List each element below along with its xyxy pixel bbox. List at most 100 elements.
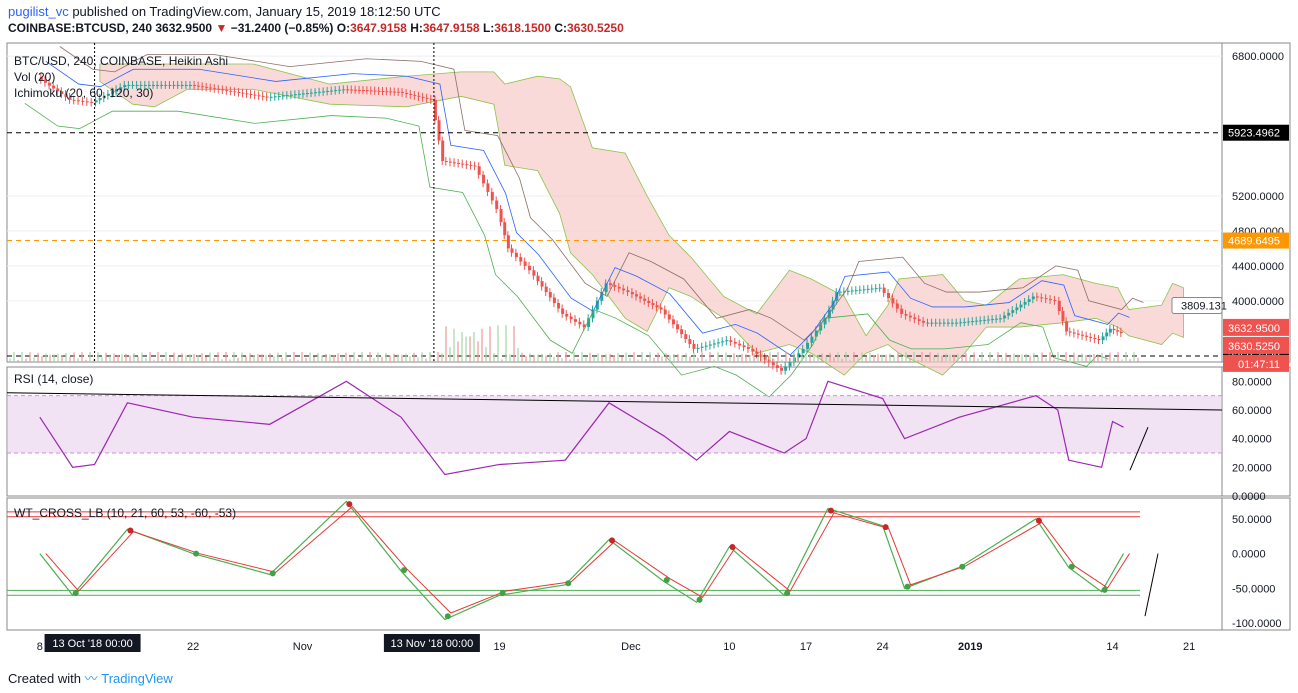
volume-bar [101, 357, 103, 362]
volume-bar [833, 357, 835, 362]
candle-body [123, 84, 127, 88]
volume-bar [729, 356, 731, 362]
wt-cross-dot [609, 537, 616, 544]
candle-body [663, 309, 667, 315]
volume-bar [149, 352, 151, 362]
candle-body [1007, 312, 1011, 316]
candle-body [934, 322, 938, 324]
volume-bar [225, 352, 227, 362]
volume-bar [17, 359, 19, 362]
volume-bar [641, 352, 643, 362]
volume-bar [333, 354, 335, 362]
candle-body [780, 368, 784, 371]
volume-bar [765, 357, 767, 362]
candle-body [421, 96, 425, 98]
volume-bar [257, 354, 259, 362]
candle-body [971, 321, 975, 323]
candle-body [680, 329, 684, 335]
volume-bar [785, 352, 787, 362]
candle-body [90, 101, 94, 103]
brand-name[interactable]: TradingView [101, 671, 173, 686]
candle-body [385, 91, 389, 93]
candle-body [437, 120, 441, 141]
volume-bar [917, 359, 919, 362]
volume-bar [289, 359, 291, 362]
tradingview-logo-icon[interactable]: 〰 [84, 671, 98, 686]
callout-label: 3809.131 [1181, 301, 1227, 313]
author-link[interactable]: pugilist_vc [8, 4, 69, 19]
x-tick-label: Dec [621, 641, 641, 653]
candle-body [77, 100, 81, 102]
candle-body [1023, 301, 1027, 305]
volume-bar [689, 356, 691, 362]
volume-bar [557, 352, 559, 362]
candle-body [904, 313, 908, 316]
last-price: 3632.9500 [155, 21, 213, 35]
volume-bar [1093, 353, 1095, 362]
candle-body [528, 265, 532, 271]
candle-body [289, 94, 293, 96]
wt-pane[interactable]: 50.0000 0.0000 -50.0000 -100.0000 WT_CROSS_L… [7, 500, 1282, 630]
volume-bar [325, 353, 327, 362]
candle-body [1101, 336, 1105, 341]
volume-bar [337, 353, 339, 362]
candle-body [544, 286, 548, 293]
candle-body [413, 94, 417, 96]
candle-body [164, 84, 168, 86]
volume-bar [241, 352, 243, 362]
volume-bar [885, 354, 887, 362]
volume-bar [825, 356, 827, 362]
wt-tick-label: 0.0000 [1232, 549, 1266, 561]
volume-bar [185, 355, 187, 362]
volume-bar [485, 347, 487, 362]
last-price-label: 3630.5250 [1228, 341, 1280, 353]
volume-bar [429, 352, 431, 362]
candle-body [700, 346, 704, 348]
volume-bar [1033, 353, 1035, 362]
volume-bar [233, 352, 235, 362]
volume-bar [437, 352, 439, 362]
volume-bar [377, 352, 379, 362]
volume-bar [865, 356, 867, 362]
volume-bar [589, 352, 591, 362]
price-pane[interactable]: 6800.00005200.00004800.00004400.00004000… [7, 46, 1289, 398]
candle-body [188, 84, 192, 86]
candle-body [490, 191, 494, 201]
volume-bar [909, 358, 911, 362]
volume-bar [1005, 352, 1007, 362]
volume-bar [113, 353, 115, 362]
candle-body [1089, 336, 1093, 338]
low-value: 3618.1500 [494, 21, 552, 35]
candle-body [448, 161, 452, 163]
candle-body [671, 319, 675, 325]
volume-bar [229, 359, 231, 362]
candle-body [552, 297, 556, 304]
candle-body [862, 289, 866, 291]
volume-bar [25, 358, 27, 362]
candle-body [1097, 339, 1101, 341]
volume-bar [625, 352, 627, 362]
candle-body [241, 92, 245, 94]
candle-body [942, 322, 946, 324]
volume-bar [757, 356, 759, 362]
candle-body [557, 303, 561, 309]
candle-body [582, 324, 586, 328]
volume-bar [29, 352, 31, 362]
candle-body [771, 362, 775, 366]
candle-body [237, 92, 241, 94]
volume-bar [61, 355, 63, 362]
candle-body [1093, 337, 1097, 340]
date-marker-box [383, 634, 480, 652]
volume-bar [201, 353, 203, 362]
rsi-pane[interactable]: 80.0000 60.0000 40.0000 20.0000 0.0000 RSI (1… [6, 372, 1272, 503]
volume-bar [1105, 356, 1107, 362]
candle-body [184, 84, 188, 86]
candle-body [503, 222, 507, 236]
volume-bar [717, 352, 719, 362]
volume-bar [57, 353, 59, 362]
candle-body [775, 365, 779, 369]
volume-bar [997, 352, 999, 362]
volume-bar [245, 356, 247, 362]
volume-bar [649, 352, 651, 362]
